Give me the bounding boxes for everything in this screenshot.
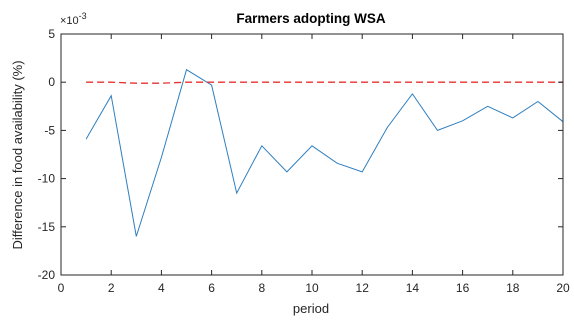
x-tick-label: 14 — [406, 281, 420, 295]
y-tick-label: -5 — [44, 123, 55, 137]
y-tick-label: -15 — [38, 220, 56, 234]
x-tick-label: 6 — [208, 281, 215, 295]
x-tick-label: 0 — [58, 281, 65, 295]
x-tick-label: 20 — [556, 281, 570, 295]
x-tick-label: 8 — [258, 281, 265, 295]
y-exponent-base: ×10 — [60, 15, 79, 27]
y-tick-label: 5 — [48, 27, 55, 41]
x-tick-label: 4 — [158, 281, 165, 295]
x-tick-label: 10 — [305, 281, 319, 295]
x-tick-label: 18 — [506, 281, 520, 295]
x-tick-label: 16 — [456, 281, 470, 295]
chart-title: Farmers adopting WSA — [236, 11, 386, 26]
y-tick-label: -20 — [38, 268, 56, 282]
plot-area — [61, 34, 563, 275]
x-tick-label: 2 — [108, 281, 115, 295]
y-axis-label: Difference in food availability (%) — [10, 60, 25, 249]
y-tick-label: 0 — [48, 75, 55, 89]
y-tick-label: -10 — [38, 172, 56, 186]
y-exponent-power: -3 — [79, 11, 87, 21]
x-axis-label: period — [293, 301, 329, 316]
x-tick-label: 12 — [356, 281, 370, 295]
